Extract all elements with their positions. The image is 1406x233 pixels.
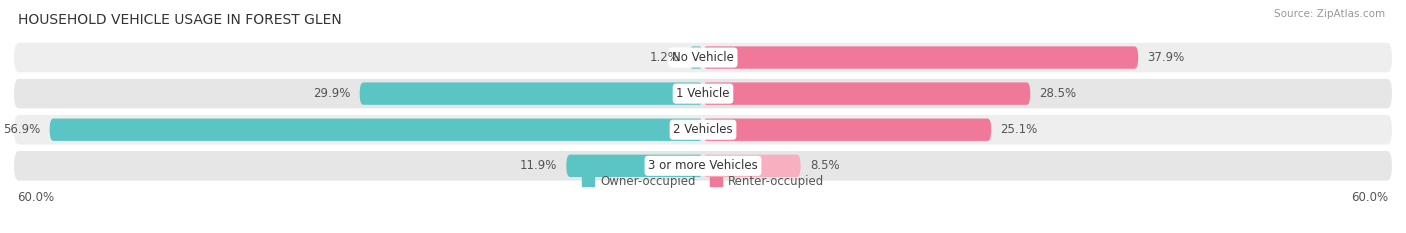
Text: 29.9%: 29.9% <box>314 87 350 100</box>
Text: 28.5%: 28.5% <box>1039 87 1077 100</box>
Text: 25.1%: 25.1% <box>1001 123 1038 136</box>
Text: 11.9%: 11.9% <box>520 159 557 172</box>
FancyBboxPatch shape <box>703 46 1139 69</box>
FancyBboxPatch shape <box>567 155 703 177</box>
Text: Source: ZipAtlas.com: Source: ZipAtlas.com <box>1274 9 1385 19</box>
FancyBboxPatch shape <box>703 155 800 177</box>
Text: 3 or more Vehicles: 3 or more Vehicles <box>648 159 758 172</box>
FancyBboxPatch shape <box>689 46 703 69</box>
Legend: Owner-occupied, Renter-occupied: Owner-occupied, Renter-occupied <box>582 175 824 188</box>
Text: 2 Vehicles: 2 Vehicles <box>673 123 733 136</box>
FancyBboxPatch shape <box>14 43 1392 72</box>
Text: HOUSEHOLD VEHICLE USAGE IN FOREST GLEN: HOUSEHOLD VEHICLE USAGE IN FOREST GLEN <box>17 13 342 27</box>
FancyBboxPatch shape <box>49 119 703 141</box>
FancyBboxPatch shape <box>14 79 1392 108</box>
Text: 56.9%: 56.9% <box>3 123 41 136</box>
Text: 37.9%: 37.9% <box>1147 51 1185 64</box>
Text: 8.5%: 8.5% <box>810 159 839 172</box>
FancyBboxPatch shape <box>14 151 1392 181</box>
FancyBboxPatch shape <box>360 82 703 105</box>
Text: 60.0%: 60.0% <box>1351 191 1389 204</box>
FancyBboxPatch shape <box>703 119 991 141</box>
Text: 60.0%: 60.0% <box>17 191 55 204</box>
Text: No Vehicle: No Vehicle <box>672 51 734 64</box>
Text: 1 Vehicle: 1 Vehicle <box>676 87 730 100</box>
FancyBboxPatch shape <box>14 115 1392 144</box>
FancyBboxPatch shape <box>703 82 1031 105</box>
Text: 1.2%: 1.2% <box>650 51 681 64</box>
